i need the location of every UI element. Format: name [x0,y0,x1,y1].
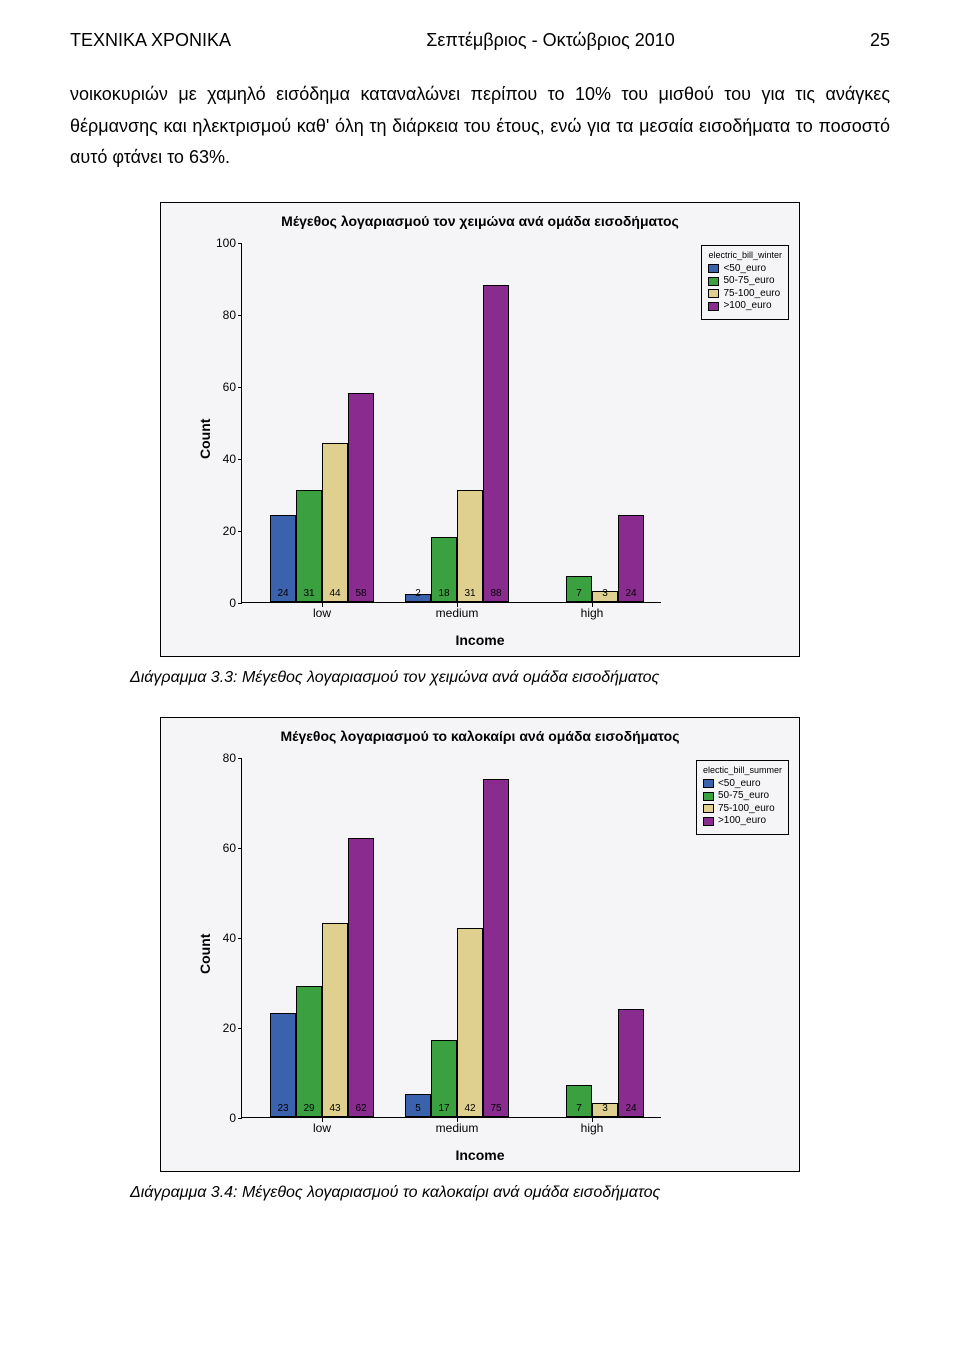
header-page-number: 25 [870,30,890,51]
bar-value-label: 23 [271,1103,295,1114]
chart-bar: 17 [431,1040,457,1117]
bar-value-label: 24 [619,588,643,599]
chart-bar: 2 [405,594,431,601]
bar-value-label: 3 [593,588,617,599]
chart-bar: 23 [270,1013,296,1117]
chart-bar: 7 [566,576,592,601]
summer-bill-chart: Μέγεθος λογαριασμού το καλοκαίρι ανά ομά… [160,717,800,1172]
legend-label: 50-75_euro [723,275,774,288]
legend-label: <50_euro [723,263,766,276]
legend-label: >100_euro [723,300,771,313]
legend-item: >100_euro [703,815,782,828]
chart-bar: 31 [296,490,322,602]
legend-item: >100_euro [708,300,782,313]
bar-value-label: 7 [567,1103,591,1114]
bar-value-label: 5 [406,1103,430,1114]
chart-bar: 58 [348,393,374,602]
bar-value-label: 62 [349,1103,373,1114]
bar-value-label: 18 [432,588,456,599]
legend-title: electic_bill_summer [703,765,782,775]
chart-bar: 3 [592,1103,618,1117]
bar-value-label: 17 [432,1103,456,1114]
chart-bar: 24 [270,515,296,601]
plot-area: 020406080low23294362medium5174275high732… [241,758,661,1118]
legend-swatch-icon [703,804,714,813]
legend-label: 75-100_euro [718,803,775,816]
caption-2: Διάγραμμα 3.4: Μέγεθος λογαριασμού το κα… [70,1184,890,1202]
legend-label: <50_euro [718,778,761,791]
plot-area: 020406080100low24314458medium2183188high… [241,243,661,603]
winter-bill-chart: Μέγεθος λογαριασμού τον χειμώνα ανά ομάδ… [160,202,800,657]
legend-label: >100_euro [718,815,766,828]
bar-value-label: 31 [458,588,482,599]
legend-item: 50-75_euro [708,275,782,288]
chart-2-wrapper: Μέγεθος λογαριασμού το καλοκαίρι ανά ομά… [70,717,890,1172]
legend-title: electric_bill_winter [708,250,782,260]
y-axis-label: Count [197,418,213,458]
header-left: ΤΕΧΝΙΚΑ ΧΡΟΝΙΚΑ [70,30,231,51]
chart-bar: 24 [618,515,644,601]
bar-value-label: 75 [484,1103,508,1114]
x-axis-label: Income [161,632,799,648]
bar-value-label: 58 [349,588,373,599]
chart-title: Μέγεθος λογαριασμού το καλοκαίρι ανά ομά… [161,728,799,744]
bar-value-label: 44 [323,588,347,599]
chart-bar: 88 [483,285,509,602]
chart-bar: 31 [457,490,483,602]
bar-value-label: 2 [406,588,430,599]
bar-value-label: 24 [271,588,295,599]
chart-legend: electic_bill_summer <50_euro50-75_euro75-… [696,760,789,835]
bar-value-label: 43 [323,1103,347,1114]
legend-item: <50_euro [708,263,782,276]
legend-label: 50-75_euro [718,790,769,803]
y-axis-label: Count [197,933,213,973]
chart-bar: 42 [457,928,483,1117]
chart-bar: 75 [483,779,509,1117]
legend-swatch-icon [708,264,719,273]
page-header: ΤΕΧΝΙΚΑ ΧΡΟΝΙΚΑ Σεπτέμβριος - Οκτώβριος … [70,30,890,51]
bar-value-label: 7 [567,588,591,599]
body-paragraph: νοικοκυριών με χαμηλό εισόδημα καταναλών… [70,79,890,174]
legend-swatch-icon [708,277,719,286]
chart-bar: 62 [348,838,374,1117]
legend-label: 75-100_euro [723,288,780,301]
chart-bar: 29 [296,986,322,1117]
bar-value-label: 42 [458,1103,482,1114]
chart-bar: 3 [592,591,618,602]
bar-value-label: 88 [484,588,508,599]
legend-swatch-icon [703,792,714,801]
legend-item: 50-75_euro [703,790,782,803]
header-center: Σεπτέμβριος - Οκτώβριος 2010 [426,30,675,51]
legend-swatch-icon [708,289,719,298]
chart-bar: 43 [322,923,348,1117]
legend-swatch-icon [708,302,719,311]
chart-bar: 24 [618,1009,644,1117]
bar-value-label: 29 [297,1103,321,1114]
legend-swatch-icon [703,817,714,826]
chart-legend: electric_bill_winter <50_euro50-75_euro75… [701,245,789,320]
chart-bar: 7 [566,1085,592,1117]
chart-1-wrapper: Μέγεθος λογαριασμού τον χειμώνα ανά ομάδ… [70,202,890,657]
x-axis-label: Income [161,1147,799,1163]
bar-value-label: 24 [619,1103,643,1114]
legend-item: 75-100_euro [708,288,782,301]
chart-bar: 5 [405,1094,431,1117]
chart-bar: 18 [431,537,457,602]
caption-1: Διάγραμμα 3.3: Μέγεθος λογαριασμού τον χ… [70,669,890,687]
bar-value-label: 3 [593,1103,617,1114]
legend-item: <50_euro [703,778,782,791]
legend-item: 75-100_euro [703,803,782,816]
chart-bar: 44 [322,443,348,601]
legend-swatch-icon [703,779,714,788]
bar-value-label: 31 [297,588,321,599]
chart-title: Μέγεθος λογαριασμού τον χειμώνα ανά ομάδ… [161,213,799,229]
